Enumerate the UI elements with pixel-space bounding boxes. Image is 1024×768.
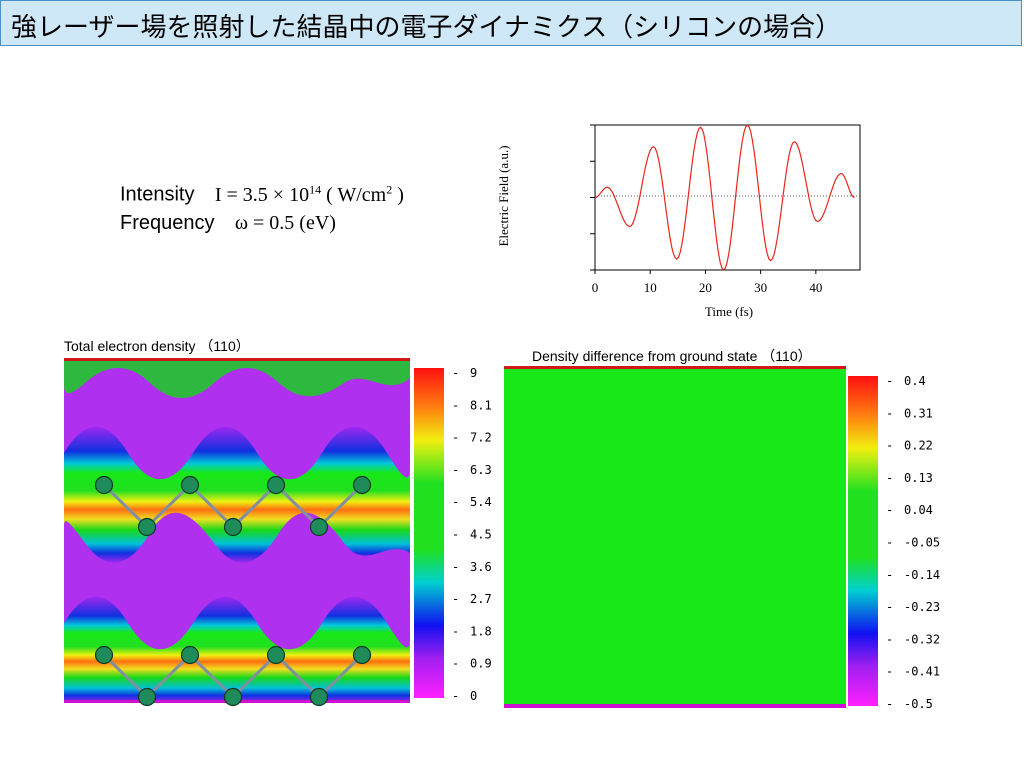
laser-parameters: Intensity I = 3.5 × 1014 ( W/cm2 ) Frequ… — [120, 176, 404, 237]
density-band-lower — [64, 596, 410, 703]
colorbar-gradient — [848, 376, 878, 706]
colorbar-tick-dash: - — [886, 568, 893, 582]
frequency-label: Frequency — [120, 211, 215, 234]
atom — [352, 645, 372, 665]
colorbar-tick-label: 8.1 — [470, 398, 492, 412]
colorbar-tick-label: 0.22 — [904, 439, 933, 453]
colorbar-tick-label: 0.31 — [904, 406, 933, 420]
density-difference-colorbar: -0.4- 0.31- 0.22- 0.13- 0.04- -0.05- -0.14- -0.… — [848, 374, 940, 711]
colorbar-tick-label: -0.41 — [904, 665, 940, 679]
atom — [94, 475, 114, 495]
top-edge — [504, 366, 846, 369]
colorbar-tick-dash: - — [886, 439, 893, 453]
x-tick-label: 40 — [809, 280, 822, 295]
colorbar-tick-label: 7.2 — [470, 431, 492, 445]
colorbar-tick-dash: - — [886, 503, 893, 517]
intensity-label: Intensity — [120, 183, 195, 206]
colorbar-tick-dash: - — [452, 366, 459, 380]
atom — [94, 645, 114, 665]
total-density-label: Total electron density （110） — [64, 338, 250, 354]
uniform-field — [504, 366, 846, 708]
colorbar-ticks: -0.4- 0.31- 0.22- 0.13- 0.04- -0.05- -0.14- -0.… — [886, 374, 940, 711]
colorbar-tick-dash: - — [452, 560, 459, 574]
x-axis-label: Time (fs) — [705, 304, 753, 319]
density-difference-map — [504, 366, 846, 708]
atom — [266, 645, 286, 665]
colorbar-tick-dash: - — [452, 624, 459, 638]
colorbar-tick-label: -0.23 — [904, 600, 940, 614]
x-axis-ticks: 0 10 20 30 40 — [592, 270, 822, 295]
colorbar-tick-dash: - — [452, 431, 459, 445]
atom — [223, 517, 243, 537]
colorbar-tick-dash: - — [452, 592, 459, 606]
atom — [137, 687, 157, 707]
density-difference-label: Density difference from ground state （11… — [532, 348, 812, 364]
electric-field-line — [594, 124, 855, 271]
colorbar-tick-dash: - — [886, 665, 893, 679]
title-bar: 強レーザー場を照射した結晶中の電子ダイナミクス（シリコンの場合） — [0, 0, 1022, 46]
colorbar-tick-label: -0.32 — [904, 632, 940, 646]
colorbar-tick-dash: - — [452, 689, 459, 703]
atom — [309, 517, 329, 537]
colorbar-tick-label: 5.4 — [470, 495, 492, 509]
colorbar-tick-label: 4.5 — [470, 528, 492, 542]
x-tick-label: 0 — [592, 280, 599, 295]
colorbar-tick-label: 2.7 — [470, 592, 492, 606]
x-tick-label: 10 — [644, 280, 657, 295]
x-tick-label: 20 — [699, 280, 712, 295]
total-density-map — [64, 358, 410, 707]
y-axis-ticks — [590, 124, 595, 271]
colorbar-tick-label: 0.4 — [904, 374, 926, 388]
colorbar-tick-label: 9 — [470, 366, 477, 380]
slide-title: 強レーザー場を照射した結晶中の電子ダイナミクス（シリコンの場合） — [11, 13, 842, 43]
colorbar-tick-dash: - — [452, 398, 459, 412]
colorbar-tick-dash: - — [452, 657, 459, 671]
atom — [180, 475, 200, 495]
colorbar-tick-dash: - — [886, 536, 893, 550]
colorbar-tick-dash: - — [452, 528, 459, 542]
y-axis-label: Electric Field (a.u.) — [496, 145, 511, 246]
atom — [223, 687, 243, 707]
colorbar-tick-label: -0.5 — [904, 697, 933, 711]
atom — [180, 645, 200, 665]
density-top-edge — [64, 358, 410, 398]
total-density-colorbar: -9- 8.1- 7.2- 6.3- 5.4- 4.5- 3.6- 2.7- 1.8- 0.9- 0 — [414, 366, 492, 703]
colorbar-tick-dash: - — [886, 471, 893, 485]
silicon-atoms — [94, 475, 372, 707]
x-tick-label: 30 — [754, 280, 767, 295]
plot-frame — [594, 124, 861, 271]
colorbar-tick-dash: - — [886, 632, 893, 646]
intensity-value: I = 3.5 × 1014 ( W/cm2 ) — [214, 182, 404, 206]
colorbar-tick-label: 1.8 — [470, 624, 492, 638]
colorbar-tick-dash: - — [886, 600, 893, 614]
atom — [309, 687, 329, 707]
colorbar-tick-label: 6.3 — [470, 463, 492, 477]
colorbar-tick-label: 0.04 — [904, 503, 933, 517]
frequency-value: ω = 0.5 (eV) — [234, 211, 336, 234]
colorbar-tick-label: 3.6 — [470, 560, 492, 574]
colorbar-ticks: -9- 8.1- 7.2- 6.3- 5.4- 4.5- 3.6- 2.7- 1.8- 0.9- 0 — [452, 366, 492, 703]
colorbar-tick-dash: - — [452, 495, 459, 509]
colorbar-tick-dash: - — [886, 697, 893, 711]
bottom-edge — [504, 704, 846, 708]
atom — [137, 517, 157, 537]
colorbar-tick-label: -0.05 — [904, 536, 940, 550]
colorbar-tick-label: -0.14 — [904, 568, 940, 582]
colorbar-tick-label: 0 — [470, 689, 477, 703]
atom — [266, 475, 286, 495]
colorbar-tick-dash: - — [886, 406, 893, 420]
atom — [352, 475, 372, 495]
colorbar-tick-label: 0.9 — [470, 657, 492, 671]
intensity-row: Intensity I = 3.5 × 1014 ( W/cm2 ) — [120, 176, 404, 209]
colorbar-tick-dash: - — [886, 374, 893, 388]
frequency-row: Frequency ω = 0.5 (eV) — [120, 209, 404, 237]
electric-field-chart: 0 10 20 30 40 Electric Field (a.u.) Time (fs… — [496, 124, 861, 319]
colorbar-gradient — [414, 368, 444, 698]
colorbar-tick-label: 0.13 — [904, 471, 933, 485]
colorbar-tick-dash: - — [452, 463, 459, 477]
